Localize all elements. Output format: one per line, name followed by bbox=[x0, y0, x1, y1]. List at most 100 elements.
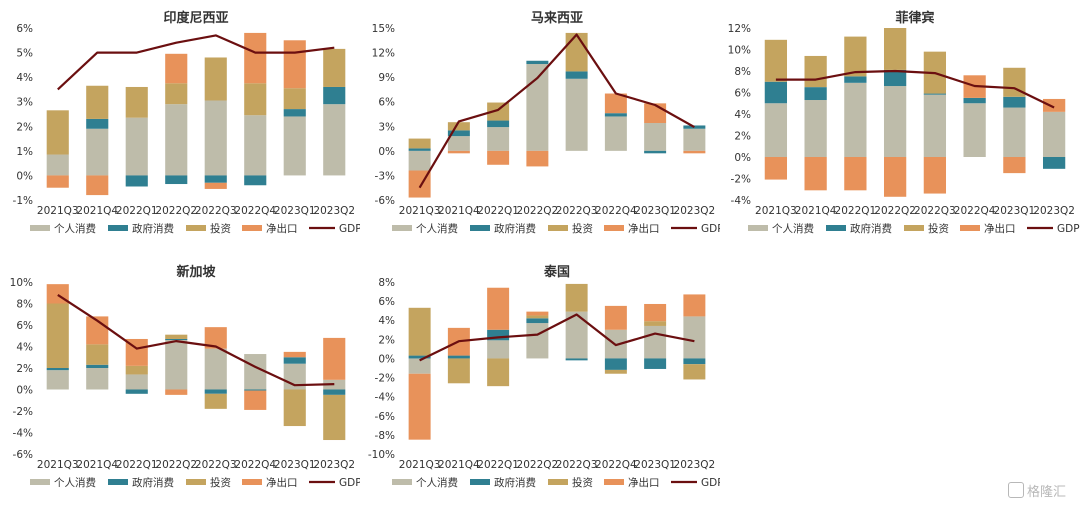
y-tick-label: -10% bbox=[368, 449, 395, 461]
bar-segment bbox=[46, 110, 69, 155]
legend-label: 政府消费 bbox=[132, 476, 174, 489]
bar-segment bbox=[565, 358, 588, 361]
bar-segment bbox=[526, 64, 549, 151]
y-tick-label: 0% bbox=[378, 146, 395, 158]
y-tick-label: 0% bbox=[378, 353, 395, 365]
x-tick-label: 2022Q2 bbox=[874, 205, 916, 217]
legend-label: 投资 bbox=[928, 222, 949, 235]
bar-segment bbox=[804, 157, 827, 191]
bar-segment bbox=[408, 138, 431, 149]
y-tick-label: 8% bbox=[16, 299, 33, 311]
y-tick-label: 4% bbox=[16, 342, 33, 354]
x-tick-label: 2022Q1 bbox=[835, 205, 877, 217]
bar-segment bbox=[86, 364, 109, 368]
bar-segment bbox=[604, 369, 627, 374]
chart-singapore: 新加坡 -6% -4% -2% 0% 2% 4% 6% 8% 10% 2021Q3 2021Q4 202… bbox=[0, 262, 362, 502]
legend-label: 个人消费 bbox=[416, 222, 458, 235]
bar-segment bbox=[323, 394, 346, 441]
legend-label: 净出口 bbox=[628, 476, 660, 489]
bar-segment bbox=[963, 97, 986, 104]
x-tick-label: 2021Q3 bbox=[37, 205, 79, 217]
y-tick-label: -4% bbox=[375, 392, 395, 404]
y-tick-label: -8% bbox=[375, 430, 395, 442]
legend-label: 个人消费 bbox=[772, 222, 814, 235]
chart-title: 印度尼西亚 bbox=[163, 10, 228, 26]
bar-segment bbox=[204, 175, 227, 183]
bar-segment bbox=[487, 329, 510, 341]
x-tick-label: 2023Q1 bbox=[274, 205, 316, 217]
gdp-line bbox=[419, 313, 695, 362]
bar-segment bbox=[86, 128, 109, 176]
x-tick-label: 2022Q1 bbox=[477, 459, 519, 471]
x-tick-label: 2022Q3 bbox=[195, 459, 237, 471]
x-tick-label: 2021Q4 bbox=[76, 205, 118, 217]
bar-segment bbox=[46, 303, 69, 368]
bar-segment bbox=[644, 358, 667, 369]
legend-swatch bbox=[548, 479, 568, 485]
watermark-logo-icon bbox=[1007, 482, 1024, 498]
y-tick-label: 2% bbox=[378, 334, 395, 346]
bar-segment bbox=[844, 76, 867, 83]
bar-segment bbox=[565, 283, 588, 312]
legend-swatch bbox=[470, 225, 490, 231]
x-tick-label: 2022Q3 bbox=[556, 205, 598, 217]
watermark: 格隆汇 bbox=[1007, 481, 1066, 500]
legend-label: 政府消费 bbox=[494, 476, 536, 489]
bar-segment bbox=[487, 120, 510, 128]
bar-segment bbox=[283, 116, 306, 176]
y-tick-label: -3% bbox=[375, 170, 395, 182]
bar-segment bbox=[923, 93, 947, 95]
x-tick-label: 2023Q2 bbox=[1033, 205, 1075, 217]
bar-segment bbox=[644, 123, 667, 151]
bar-segment bbox=[923, 94, 947, 157]
y-tick-label: -6% bbox=[375, 195, 395, 207]
legend-label: 投资 bbox=[572, 222, 593, 235]
bar-segment bbox=[883, 157, 907, 197]
bar-segment bbox=[1042, 157, 1066, 169]
legend-swatch bbox=[30, 479, 50, 485]
bar-segment bbox=[883, 86, 907, 157]
bar-segment bbox=[165, 83, 188, 105]
bar-segment bbox=[408, 150, 431, 171]
bar-segment bbox=[46, 175, 69, 188]
legend-swatch bbox=[392, 479, 412, 485]
bar-segment bbox=[565, 78, 588, 151]
bar-segment bbox=[447, 358, 470, 384]
bar-segment bbox=[923, 157, 947, 194]
bar-segment bbox=[244, 32, 267, 84]
bar-segment bbox=[804, 55, 827, 88]
x-tick-label: 2023Q2 bbox=[313, 205, 355, 217]
x-tick-label: 2022Q4 bbox=[234, 205, 276, 217]
bar-segment bbox=[125, 374, 148, 390]
x-tick-label: 2022Q1 bbox=[116, 459, 158, 471]
y-tick-label: 6% bbox=[16, 23, 33, 35]
bar-segment bbox=[526, 323, 549, 359]
bar-segment bbox=[526, 318, 549, 324]
y-tick-label: 4% bbox=[378, 315, 395, 327]
legend-swatch bbox=[470, 479, 490, 485]
bar-segment bbox=[244, 83, 267, 116]
x-tick-label: 2022Q4 bbox=[595, 205, 637, 217]
bar-segment bbox=[165, 338, 188, 341]
chart-thailand: 泰国 -10% -8% -6% -4% -2% 0% 2% 4% 6% 8% 2021Q3 2021Q4… bbox=[360, 262, 724, 502]
bar-segment bbox=[165, 389, 188, 395]
bar-segment bbox=[844, 157, 867, 191]
bar-segment bbox=[244, 115, 267, 176]
bar-segment bbox=[565, 71, 588, 79]
bar-segment bbox=[86, 344, 109, 365]
x-tick-label: 2022Q3 bbox=[556, 459, 598, 471]
legend-label: 投资 bbox=[210, 222, 231, 235]
legend-label: 净出口 bbox=[266, 222, 298, 235]
legend-swatch bbox=[186, 479, 206, 485]
bar-segment bbox=[165, 175, 188, 185]
legend-swatch bbox=[548, 225, 568, 231]
bar-segment bbox=[644, 103, 667, 124]
bar-segment bbox=[447, 150, 470, 154]
gdp-line bbox=[418, 33, 695, 189]
gdp-line bbox=[57, 293, 335, 387]
bar-segment bbox=[447, 136, 470, 151]
bar-segment bbox=[165, 334, 188, 339]
bar-segment bbox=[283, 389, 306, 427]
y-tick-label: -2% bbox=[13, 406, 33, 418]
bar-segment bbox=[323, 104, 346, 176]
